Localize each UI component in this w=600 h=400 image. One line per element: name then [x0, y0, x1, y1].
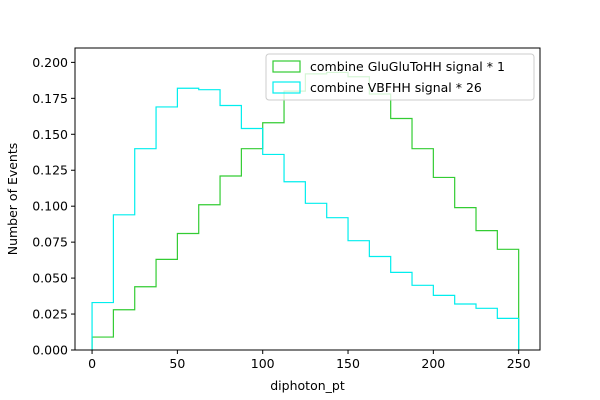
x-tick-label: 150	[336, 356, 360, 371]
y-tick-label: 0.050	[32, 271, 68, 286]
legend-swatch-2	[272, 81, 301, 94]
y-tick-label: 0.075	[32, 235, 68, 250]
x-axis: 0 50 100 150 200 250	[88, 350, 531, 371]
y-tick-label: 0.000	[32, 343, 68, 358]
x-tick-label: 200	[421, 356, 445, 371]
x-axis-label: diphoton_pt	[270, 378, 345, 393]
legend-box	[265, 53, 535, 101]
y-axis-label: Number of Events	[5, 143, 20, 256]
legend-label-2: combine VBFHH signal * 26	[310, 80, 482, 95]
legend-label-1: combine GluGluToHH signal * 1	[310, 59, 505, 74]
y-axis: 0.000 0.025 0.050 0.075 0.100 0.125 0.150 0.175…	[32, 55, 75, 358]
y-tick-label: 0.200	[32, 55, 68, 70]
y-tick-label: 0.125	[32, 163, 68, 178]
x-tick-label: 250	[507, 356, 531, 371]
y-tick-label: 0.175	[32, 91, 68, 106]
legend-swatch-1	[272, 60, 301, 73]
x-tick-label: 50	[169, 356, 185, 371]
x-tick-label: 0	[88, 356, 96, 371]
y-tick-label: 0.150	[32, 127, 68, 142]
plot-frame	[74, 47, 541, 351]
y-tick-label: 0.100	[32, 199, 68, 214]
legend: combine GluGluToHH signal * 1 combine VBF…	[265, 53, 535, 101]
y-tick-label: 0.025	[32, 307, 68, 322]
series-2-histogram	[91, 87, 520, 350]
x-tick-label: 100	[251, 356, 275, 371]
